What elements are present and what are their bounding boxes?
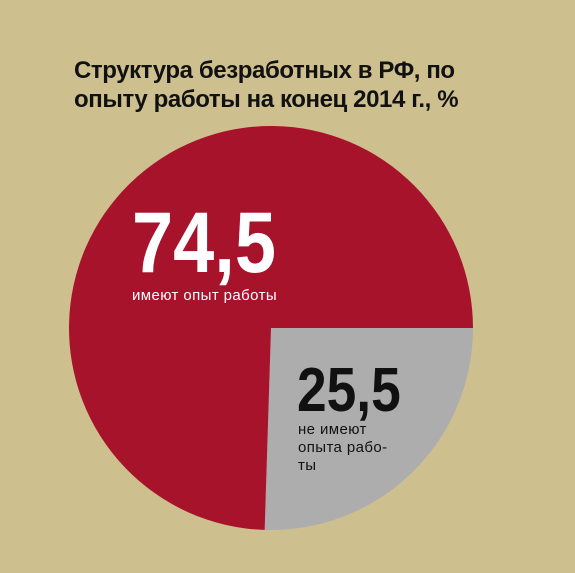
chart-title-line-2: опыту работы на конец 2014 г., % <box>74 86 459 113</box>
pie-slices <box>69 125 474 530</box>
slice-label-with-experience: имеют опыт работы <box>132 287 277 305</box>
slice-label-with-experience-line-1: имеют опыт работы <box>132 287 278 304</box>
slice-label-without-experience-line-2: опыта рабо- <box>298 439 388 456</box>
pie-slice-without-experience <box>264 328 473 530</box>
slice-value-with-experience: 74,5 <box>132 195 276 291</box>
chart-title-line-1: Структура безработных в РФ, по <box>74 57 455 84</box>
slice-label-without-experience-line-3: ты <box>298 457 317 474</box>
pie-slice-with-experience <box>69 125 474 530</box>
chart-title: Структура безработных в РФ, по опыту раб… <box>74 56 544 114</box>
slice-label-without-experience: не имеют опыта рабо- ты <box>298 421 387 475</box>
slice-label-without-experience-line-1: не имеют <box>298 421 367 438</box>
slice-value-without-experience: 25,5 <box>297 356 401 425</box>
